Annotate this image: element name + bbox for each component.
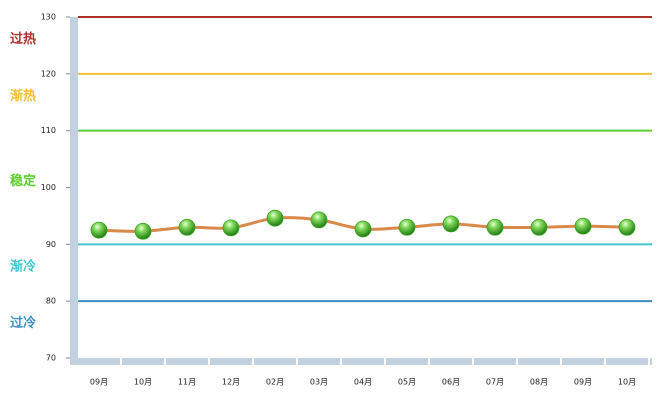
x-axis-bar: [70, 358, 652, 365]
x-tick-label: 02月: [266, 378, 284, 387]
y-tick-label: 70: [46, 354, 56, 363]
marker: [442, 215, 460, 233]
y-tick-label: 110: [41, 126, 56, 135]
marker: [574, 217, 592, 235]
x-tick-label: 07月: [486, 378, 504, 387]
marker: [178, 218, 196, 236]
marker: [266, 209, 284, 227]
x-tick-label: 09月: [574, 378, 592, 387]
x-tick-label: 10月: [134, 378, 152, 387]
x-tick-label: 03月: [310, 378, 328, 387]
marker: [530, 218, 548, 236]
y-tick-label: 90: [46, 240, 56, 249]
zone-label: 过冷: [10, 315, 36, 331]
x-tick-label: 06月: [442, 378, 460, 387]
marker: [486, 218, 504, 236]
marker: [398, 218, 416, 236]
marker: [618, 218, 636, 236]
zone-label: 渐冷: [10, 258, 36, 274]
zone-label: 过热: [10, 31, 36, 47]
marker: [222, 219, 240, 237]
y-axis-bar: [70, 17, 78, 365]
y-tick-label: 130: [41, 13, 56, 22]
x-tick-label: 12月: [222, 378, 240, 387]
x-tick-label: 04月: [354, 378, 372, 387]
y-tick-label: 80: [46, 297, 56, 306]
zone-label: 稳定: [10, 173, 36, 189]
x-tick-label: 10月: [618, 378, 636, 387]
marker: [90, 221, 108, 239]
x-tick-label: 11月: [178, 378, 196, 387]
zone-label: 渐热: [10, 88, 36, 104]
marker: [354, 220, 372, 238]
x-tick-label: 05月: [398, 378, 416, 387]
y-tick-label: 120: [41, 69, 56, 78]
marker: [134, 222, 152, 240]
x-tick-label: 08月: [530, 378, 548, 387]
x-tick-label: 09月: [90, 378, 108, 387]
marker: [310, 211, 328, 229]
y-tick-label: 100: [41, 183, 56, 192]
